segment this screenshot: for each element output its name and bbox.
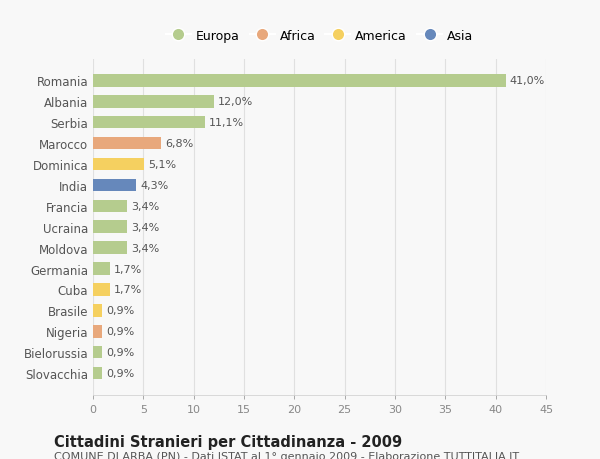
Text: 0,9%: 0,9% bbox=[106, 326, 134, 336]
Bar bbox=[93, 367, 102, 380]
Bar bbox=[93, 200, 127, 213]
Bar bbox=[93, 75, 506, 87]
Bar bbox=[93, 284, 110, 296]
Text: COMUNE DI ARBA (PN) - Dati ISTAT al 1° gennaio 2009 - Elaborazione TUTTITALIA.IT: COMUNE DI ARBA (PN) - Dati ISTAT al 1° g… bbox=[54, 451, 519, 459]
Text: 41,0%: 41,0% bbox=[510, 76, 545, 86]
Text: 0,9%: 0,9% bbox=[106, 368, 134, 378]
Text: 3,4%: 3,4% bbox=[131, 202, 160, 211]
Text: 3,4%: 3,4% bbox=[131, 222, 160, 232]
Text: 0,9%: 0,9% bbox=[106, 347, 134, 358]
Text: 3,4%: 3,4% bbox=[131, 243, 160, 253]
Bar bbox=[93, 263, 110, 275]
Text: 6,8%: 6,8% bbox=[166, 139, 194, 149]
Text: 11,1%: 11,1% bbox=[209, 118, 244, 128]
Text: 1,7%: 1,7% bbox=[114, 285, 142, 295]
Legend: Europa, Africa, America, Asia: Europa, Africa, America, Asia bbox=[162, 26, 477, 46]
Text: 12,0%: 12,0% bbox=[218, 97, 253, 107]
Bar bbox=[93, 138, 161, 150]
Bar bbox=[93, 242, 127, 254]
Text: 1,7%: 1,7% bbox=[114, 264, 142, 274]
Bar bbox=[93, 158, 145, 171]
Bar bbox=[93, 304, 102, 317]
Bar bbox=[93, 346, 102, 358]
Bar bbox=[93, 221, 127, 234]
Bar bbox=[93, 117, 205, 129]
Bar bbox=[93, 179, 136, 192]
Bar bbox=[93, 96, 214, 108]
Text: 4,3%: 4,3% bbox=[140, 180, 169, 190]
Text: Cittadini Stranieri per Cittadinanza - 2009: Cittadini Stranieri per Cittadinanza - 2… bbox=[54, 434, 402, 449]
Text: 5,1%: 5,1% bbox=[148, 160, 176, 170]
Bar bbox=[93, 325, 102, 338]
Text: 0,9%: 0,9% bbox=[106, 306, 134, 316]
